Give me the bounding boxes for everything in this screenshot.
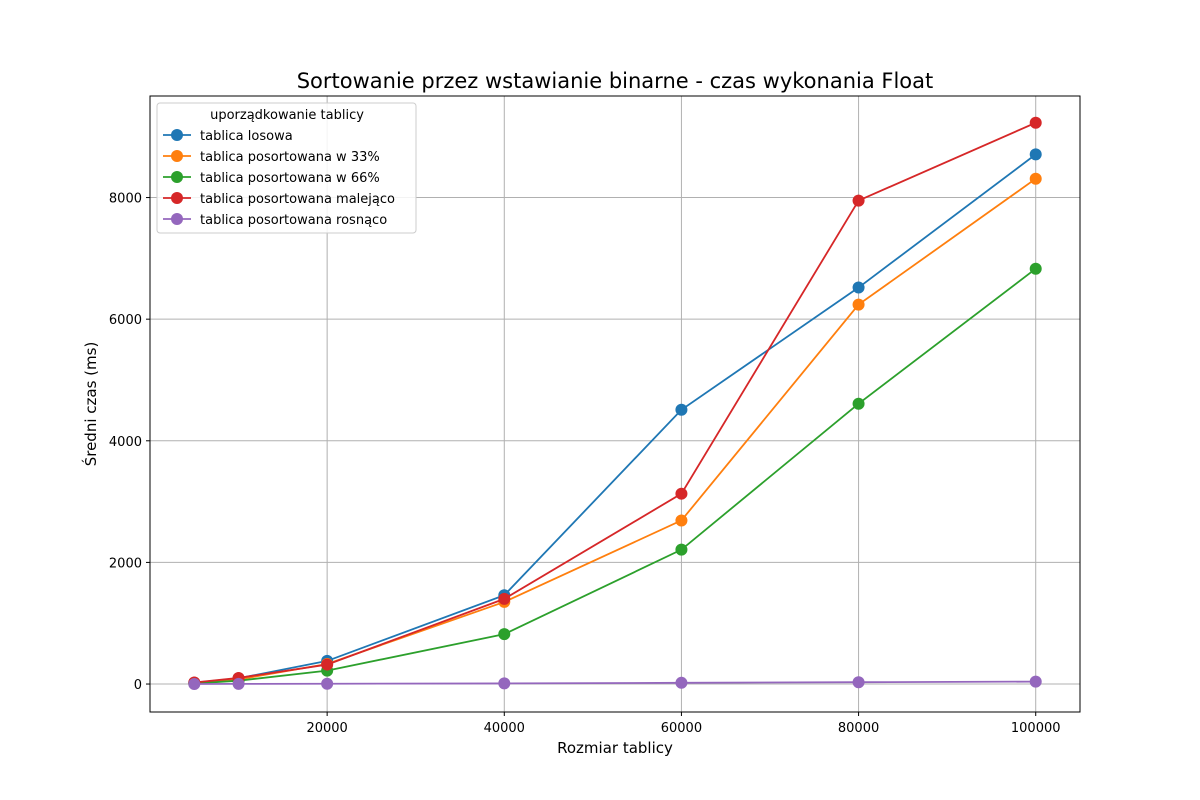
data-point bbox=[852, 397, 865, 410]
x-tick-label: 60000 bbox=[661, 721, 702, 736]
series-1 bbox=[188, 172, 1042, 690]
x-tick-label: 40000 bbox=[484, 721, 525, 736]
legend-box bbox=[156, 102, 417, 234]
data-point bbox=[675, 676, 688, 689]
legend-label: tablica posortowana w 66% bbox=[200, 171, 380, 186]
data-point bbox=[232, 677, 245, 690]
legend-label: tablica losowa bbox=[200, 129, 293, 144]
data-point bbox=[852, 281, 865, 294]
series-layer bbox=[188, 116, 1042, 690]
legend-marker bbox=[171, 192, 183, 204]
legend-item: tablica posortowana malejąco bbox=[163, 192, 395, 207]
data-point bbox=[852, 194, 865, 207]
data-point bbox=[1029, 148, 1042, 161]
data-point bbox=[498, 628, 511, 641]
y-axis-label: Średni czas (ms) bbox=[81, 342, 100, 467]
legend-title: uporządkowanie tablicy bbox=[210, 108, 364, 123]
series-line bbox=[194, 267, 1037, 685]
legend-label: tablica posortowana w 33% bbox=[200, 150, 380, 165]
data-point bbox=[1029, 172, 1042, 185]
series-2 bbox=[188, 262, 1042, 690]
legend-label: tablica posortowana malejąco bbox=[200, 192, 395, 207]
x-axis-label: Rozmiar tablicy bbox=[557, 739, 673, 757]
data-point bbox=[1029, 262, 1042, 275]
legend-marker bbox=[171, 171, 183, 183]
legend-marker bbox=[171, 150, 183, 162]
y-tick-label: 2000 bbox=[109, 556, 142, 571]
y-tick-label: 6000 bbox=[109, 313, 142, 328]
ticks: 20000 40000 60000 80000 100000 0 2000 4000 6000 8… bbox=[109, 192, 1061, 736]
series-4 bbox=[188, 675, 1042, 690]
data-point bbox=[852, 298, 865, 311]
legend-marker bbox=[171, 213, 183, 225]
x-tick-label: 100000 bbox=[1011, 721, 1061, 736]
data-point bbox=[675, 543, 688, 556]
plot-frame bbox=[149, 95, 1081, 713]
legend-item: tablica posortowana w 33% bbox=[163, 150, 380, 165]
data-point bbox=[675, 514, 688, 527]
y-tick-label: 0 bbox=[134, 678, 142, 693]
legend-item: tablica posortowana rosnąco bbox=[163, 213, 387, 228]
series-line bbox=[194, 153, 1037, 684]
data-point bbox=[188, 677, 201, 690]
y-tick-label: 4000 bbox=[109, 435, 142, 450]
legend: uporządkowanie tablicy tablica losowa tabl… bbox=[156, 102, 417, 234]
legend-marker bbox=[171, 129, 183, 141]
data-point bbox=[1029, 675, 1042, 688]
x-tick-label: 20000 bbox=[306, 721, 347, 736]
data-point bbox=[675, 403, 688, 416]
legend-label: tablica posortowana rosnąco bbox=[200, 213, 387, 228]
y-tick-label: 8000 bbox=[109, 192, 142, 207]
data-point bbox=[321, 677, 334, 690]
data-point bbox=[498, 592, 511, 605]
legend-item: tablica posortowana w 66% bbox=[163, 171, 380, 186]
legend-item: tablica losowa bbox=[163, 129, 293, 144]
data-point bbox=[675, 487, 688, 500]
chart-title: Sortowanie przez wstawianie binarne - cz… bbox=[297, 69, 934, 93]
data-point bbox=[321, 658, 334, 671]
series-line bbox=[194, 177, 1037, 685]
data-point bbox=[1029, 116, 1042, 129]
data-point bbox=[498, 677, 511, 690]
data-point bbox=[852, 676, 865, 689]
x-tick-label: 80000 bbox=[838, 721, 879, 736]
